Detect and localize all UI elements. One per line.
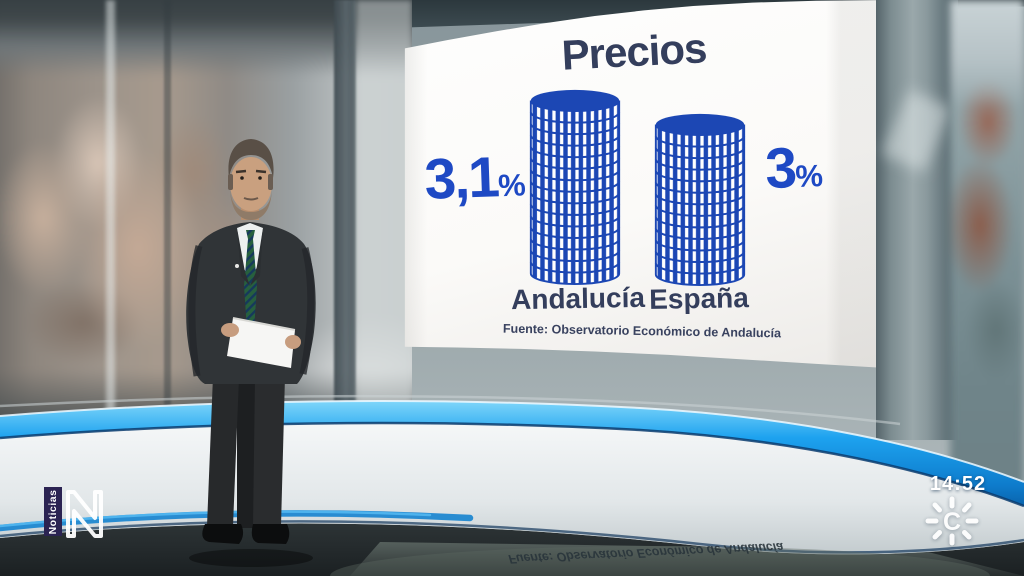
face [230, 157, 272, 211]
canal-sur-noticias-n-logo-icon [66, 490, 103, 538]
wall-ledge-line [0, 394, 901, 426]
noticias-badge: Noticias [44, 487, 62, 536]
canal-sur-sun-logo-icon: C [925, 496, 979, 546]
floor-glow [330, 546, 990, 576]
source-caption: Fuente: Observatorio Económico de Andalu… [502, 321, 782, 341]
beard [230, 186, 272, 220]
coin-stack-espana [652, 112, 748, 287]
tie [244, 230, 257, 330]
videowall-seam [164, 0, 171, 420]
led-strip-top-edge [0, 400, 1024, 483]
right-hand [285, 335, 301, 349]
left-arm-shade [188, 245, 203, 377]
mouth [243, 197, 259, 201]
right-eye [258, 176, 262, 180]
videowall-clothing-store [0, 0, 412, 420]
percent-sign: % [497, 167, 527, 204]
value-andalucia: 3,1% [407, 145, 543, 212]
videowall-glass-highlight [106, 0, 115, 420]
value-espana: 3% [741, 135, 847, 201]
led-strip-bottom-edge [0, 421, 1024, 508]
presenter [186, 139, 316, 567]
left-sideburn [228, 174, 233, 190]
hair [228, 139, 274, 178]
right-background-glass [950, 0, 1024, 486]
graphic-panel: Precios 3,1% 3% Andalucía España Fuente:… [404, 0, 890, 369]
chart-title: Precios [560, 24, 708, 79]
value-number: 3 [764, 135, 797, 201]
clock: 14:52 [929, 473, 987, 495]
studio-pillar [876, 0, 958, 440]
right-shoe [251, 524, 290, 544]
led-strip-blue [0, 401, 1024, 506]
papers [227, 318, 295, 368]
left-lapel [237, 228, 250, 286]
left-hand [221, 323, 239, 337]
right-leg [253, 376, 285, 526]
value-number: 3,1 [423, 145, 499, 212]
right-sideburn [268, 174, 273, 190]
noticias-label: Noticias [47, 489, 59, 534]
percent-sign: % [794, 158, 824, 194]
eyebrows [235, 169, 267, 174]
channel-letter: C [943, 508, 961, 536]
right-arm-shade [299, 247, 315, 375]
left-shoe [202, 524, 244, 544]
coin-stack-andalucia [527, 88, 623, 286]
label-espana: España [648, 282, 750, 315]
papers-edge [232, 317, 296, 331]
legs-gap [237, 376, 257, 528]
lavalier-mic [235, 264, 239, 268]
left-leg [207, 376, 239, 526]
shop-pillar [334, 0, 356, 420]
shop-window-glow [356, 0, 412, 420]
right-lapel [250, 228, 263, 286]
presenter-shadow [189, 549, 313, 567]
fascia-edge-line [0, 520, 1024, 554]
label-andalucia: Andalucía [510, 281, 646, 316]
left-eye [240, 176, 244, 180]
studio-floor-and-desk [0, 394, 1024, 576]
